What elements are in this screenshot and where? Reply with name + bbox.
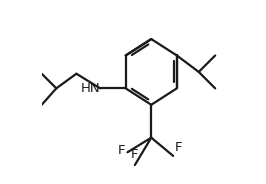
Text: F: F bbox=[131, 148, 139, 161]
Text: F: F bbox=[118, 144, 126, 157]
Text: F: F bbox=[175, 141, 182, 154]
Text: HN: HN bbox=[81, 82, 100, 95]
